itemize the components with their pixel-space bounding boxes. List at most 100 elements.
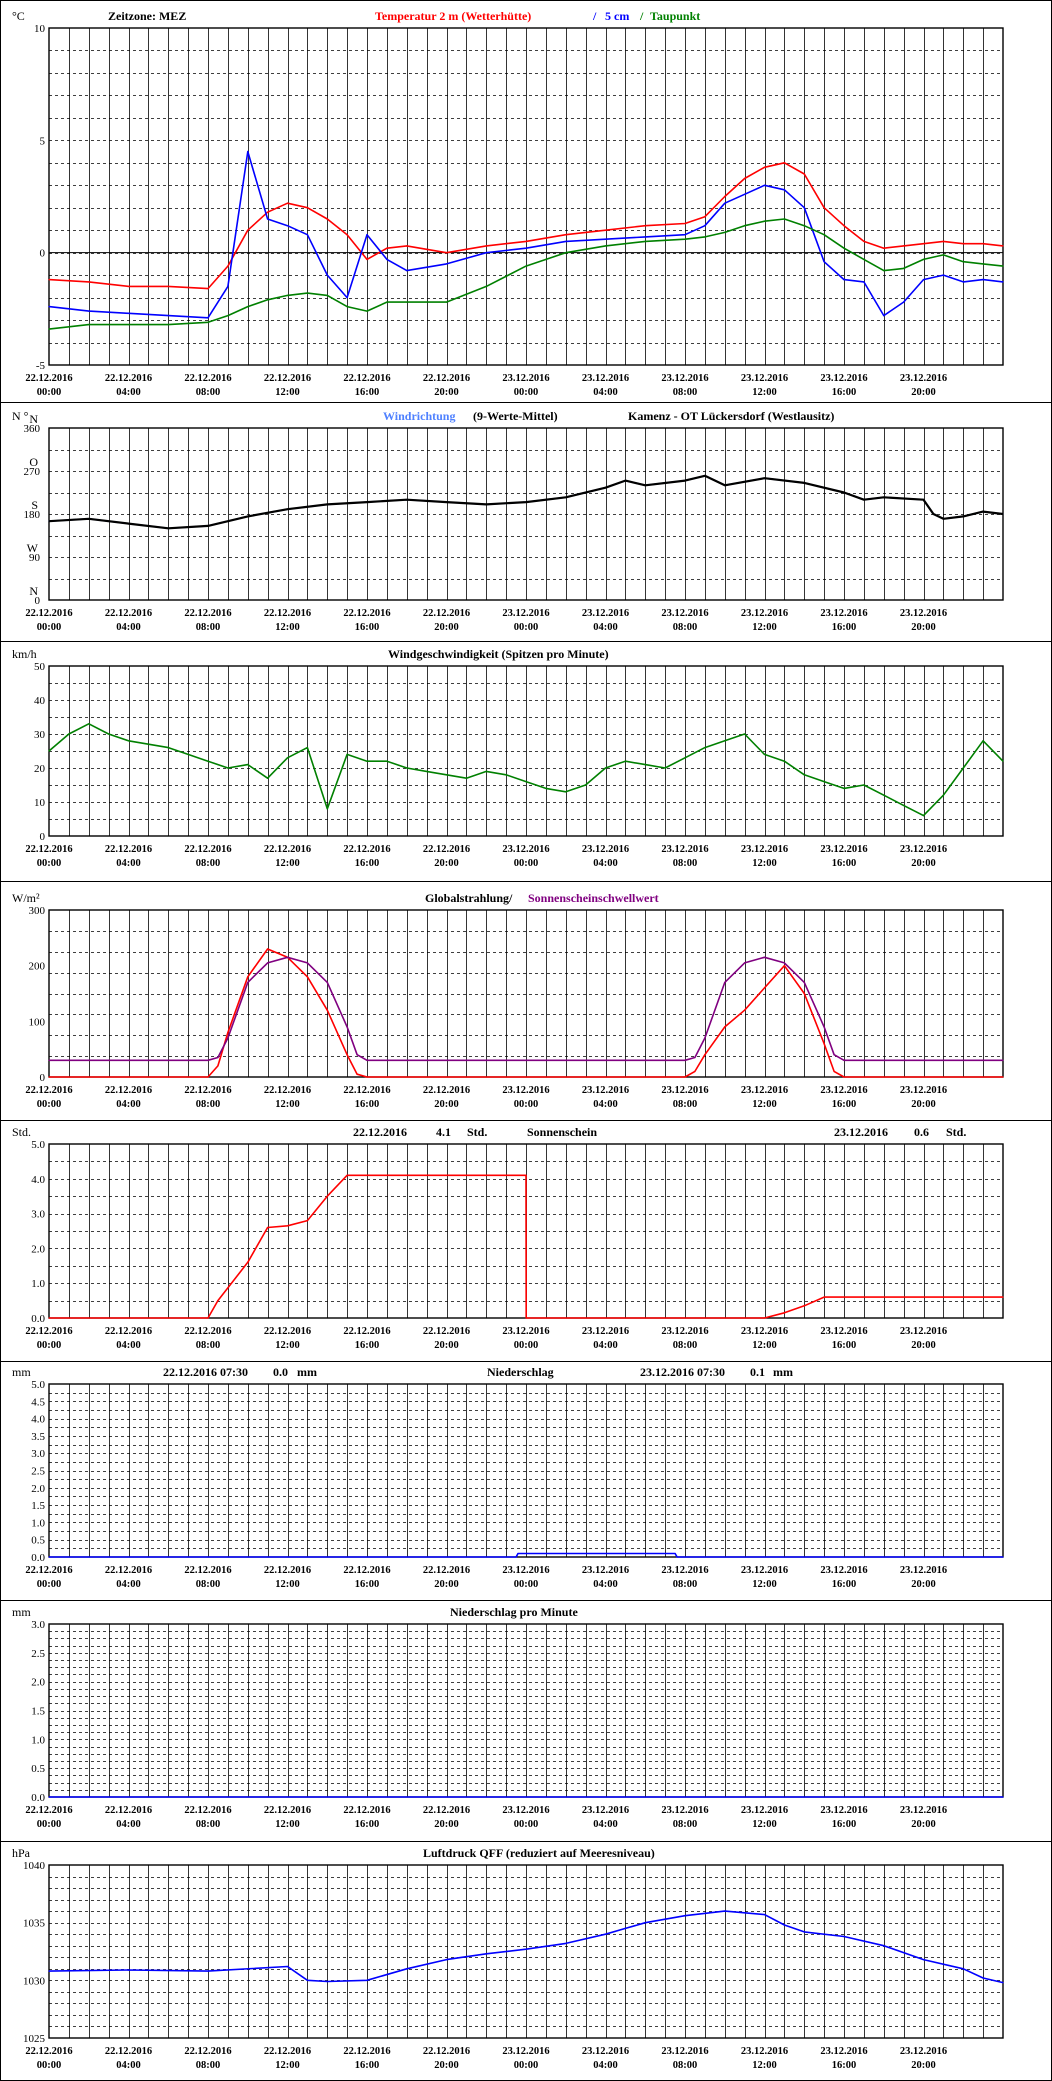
headline-text: 22.12.2016 07:30 <box>163 1365 248 1379</box>
data-point <box>565 240 567 242</box>
data-point <box>833 1054 835 1056</box>
data-point <box>724 484 726 486</box>
data-point <box>763 477 766 479</box>
x-tick-time: 04:00 <box>593 387 618 398</box>
data-point <box>485 1953 487 1955</box>
data-point <box>267 777 269 779</box>
y-unit-label: km/h <box>12 647 37 661</box>
data-point <box>326 808 328 810</box>
x-tick-date: 23.12.2016 <box>741 2046 788 2057</box>
x-tick-date: 22.12.2016 <box>423 1805 470 1816</box>
x-tick-time: 20:00 <box>434 622 459 633</box>
data-point <box>823 261 825 263</box>
data-point <box>1002 1796 1004 1798</box>
headline-text: / <box>639 9 644 23</box>
data-point <box>843 1076 845 1078</box>
data-point <box>227 265 229 267</box>
headline-text: Zeitzone: MEZ <box>108 9 186 23</box>
headline-text: 4.1 <box>436 1125 451 1139</box>
y-tick-label: 1025 <box>23 2033 46 2045</box>
data-point <box>326 981 328 984</box>
x-tick-time: 12:00 <box>275 1340 300 1351</box>
data-point <box>704 225 706 227</box>
x-tick-date: 22.12.2016 <box>184 844 231 855</box>
x-tick-date: 22.12.2016 <box>184 2046 231 2057</box>
series-line <box>48 150 1004 319</box>
data-point <box>207 760 209 762</box>
headline-text: mm <box>773 1365 793 1379</box>
data-point <box>763 1317 766 1319</box>
data-point <box>306 962 308 964</box>
data-point <box>624 1927 627 1929</box>
data-point <box>783 218 786 220</box>
x-tick-date: 23.12.2016 <box>502 1565 549 1576</box>
x-tick-date: 22.12.2016 <box>343 373 390 384</box>
data-point <box>694 1056 696 1059</box>
data-point <box>406 767 408 769</box>
x-tick-time: 16:00 <box>832 387 857 398</box>
x-tick-date: 23.12.2016 <box>661 2046 708 2057</box>
data-point <box>604 1933 607 1935</box>
data-point <box>386 301 388 303</box>
data-point <box>1002 1059 1004 1061</box>
x-tick-time: 00:00 <box>37 622 62 633</box>
data-point <box>704 1054 706 1056</box>
y-tick-label: 4.0 <box>31 1414 45 1426</box>
data-point <box>366 1076 368 1078</box>
data-point <box>88 324 90 326</box>
y-tick-label: 1040 <box>23 1860 46 1872</box>
x-tick-time: 12:00 <box>275 622 300 633</box>
data-point <box>525 1948 527 1950</box>
data-point <box>505 774 507 776</box>
data-point <box>823 207 825 209</box>
data-point <box>823 1043 825 1045</box>
x-tick-time: 16:00 <box>355 2060 380 2071</box>
data-point <box>684 238 686 240</box>
data-point <box>843 225 845 227</box>
x-tick-date: 23.12.2016 <box>820 1085 867 1096</box>
x-tick-time: 08:00 <box>673 2060 698 2071</box>
series-line <box>48 1910 1004 1984</box>
x-tick-date: 22.12.2016 <box>25 2046 72 2057</box>
data-point <box>286 508 289 510</box>
x-tick-time: 04:00 <box>116 1099 141 1110</box>
data-point <box>525 1317 527 1319</box>
x-tick-time: 12:00 <box>752 2060 777 2071</box>
data-point <box>644 236 646 238</box>
data-point <box>465 777 467 779</box>
x-tick-time: 20:00 <box>911 622 936 633</box>
x-tick-date: 23.12.2016 <box>582 373 629 384</box>
data-point <box>326 1009 328 1011</box>
x-tick-date: 22.12.2016 <box>25 373 72 384</box>
y-tick-label: 50 <box>34 661 46 673</box>
x-tick-time: 20:00 <box>911 1819 936 1830</box>
data-point <box>922 1959 925 1961</box>
data-point <box>48 306 50 308</box>
data-point <box>903 267 905 269</box>
data-point <box>982 243 984 245</box>
data-point <box>108 733 110 735</box>
data-point <box>1002 1982 1004 1984</box>
data-point <box>127 740 130 742</box>
data-point <box>525 1174 527 1176</box>
x-tick-time: 16:00 <box>355 1579 380 1590</box>
x-tick-time: 16:00 <box>832 1340 857 1351</box>
y-tick-label: 90 <box>29 552 41 564</box>
x-tick-date: 22.12.2016 <box>343 1565 390 1576</box>
x-tick-date: 22.12.2016 <box>25 1085 72 1096</box>
data-point <box>227 1037 229 1039</box>
data-point <box>88 281 90 283</box>
x-tick-date: 23.12.2016 <box>900 373 947 384</box>
data-point <box>187 753 189 756</box>
data-point <box>406 245 408 247</box>
x-tick-date: 22.12.2016 <box>184 608 231 619</box>
x-tick-date: 23.12.2016 <box>741 1805 788 1816</box>
data-point <box>922 258 925 260</box>
y-tick-label: 0.0 <box>31 1313 45 1325</box>
x-tick-date: 23.12.2016 <box>741 1565 788 1576</box>
y-tick-label: 0 <box>35 595 41 607</box>
data-point <box>704 1037 706 1039</box>
x-tick-time: 12:00 <box>752 1579 777 1590</box>
